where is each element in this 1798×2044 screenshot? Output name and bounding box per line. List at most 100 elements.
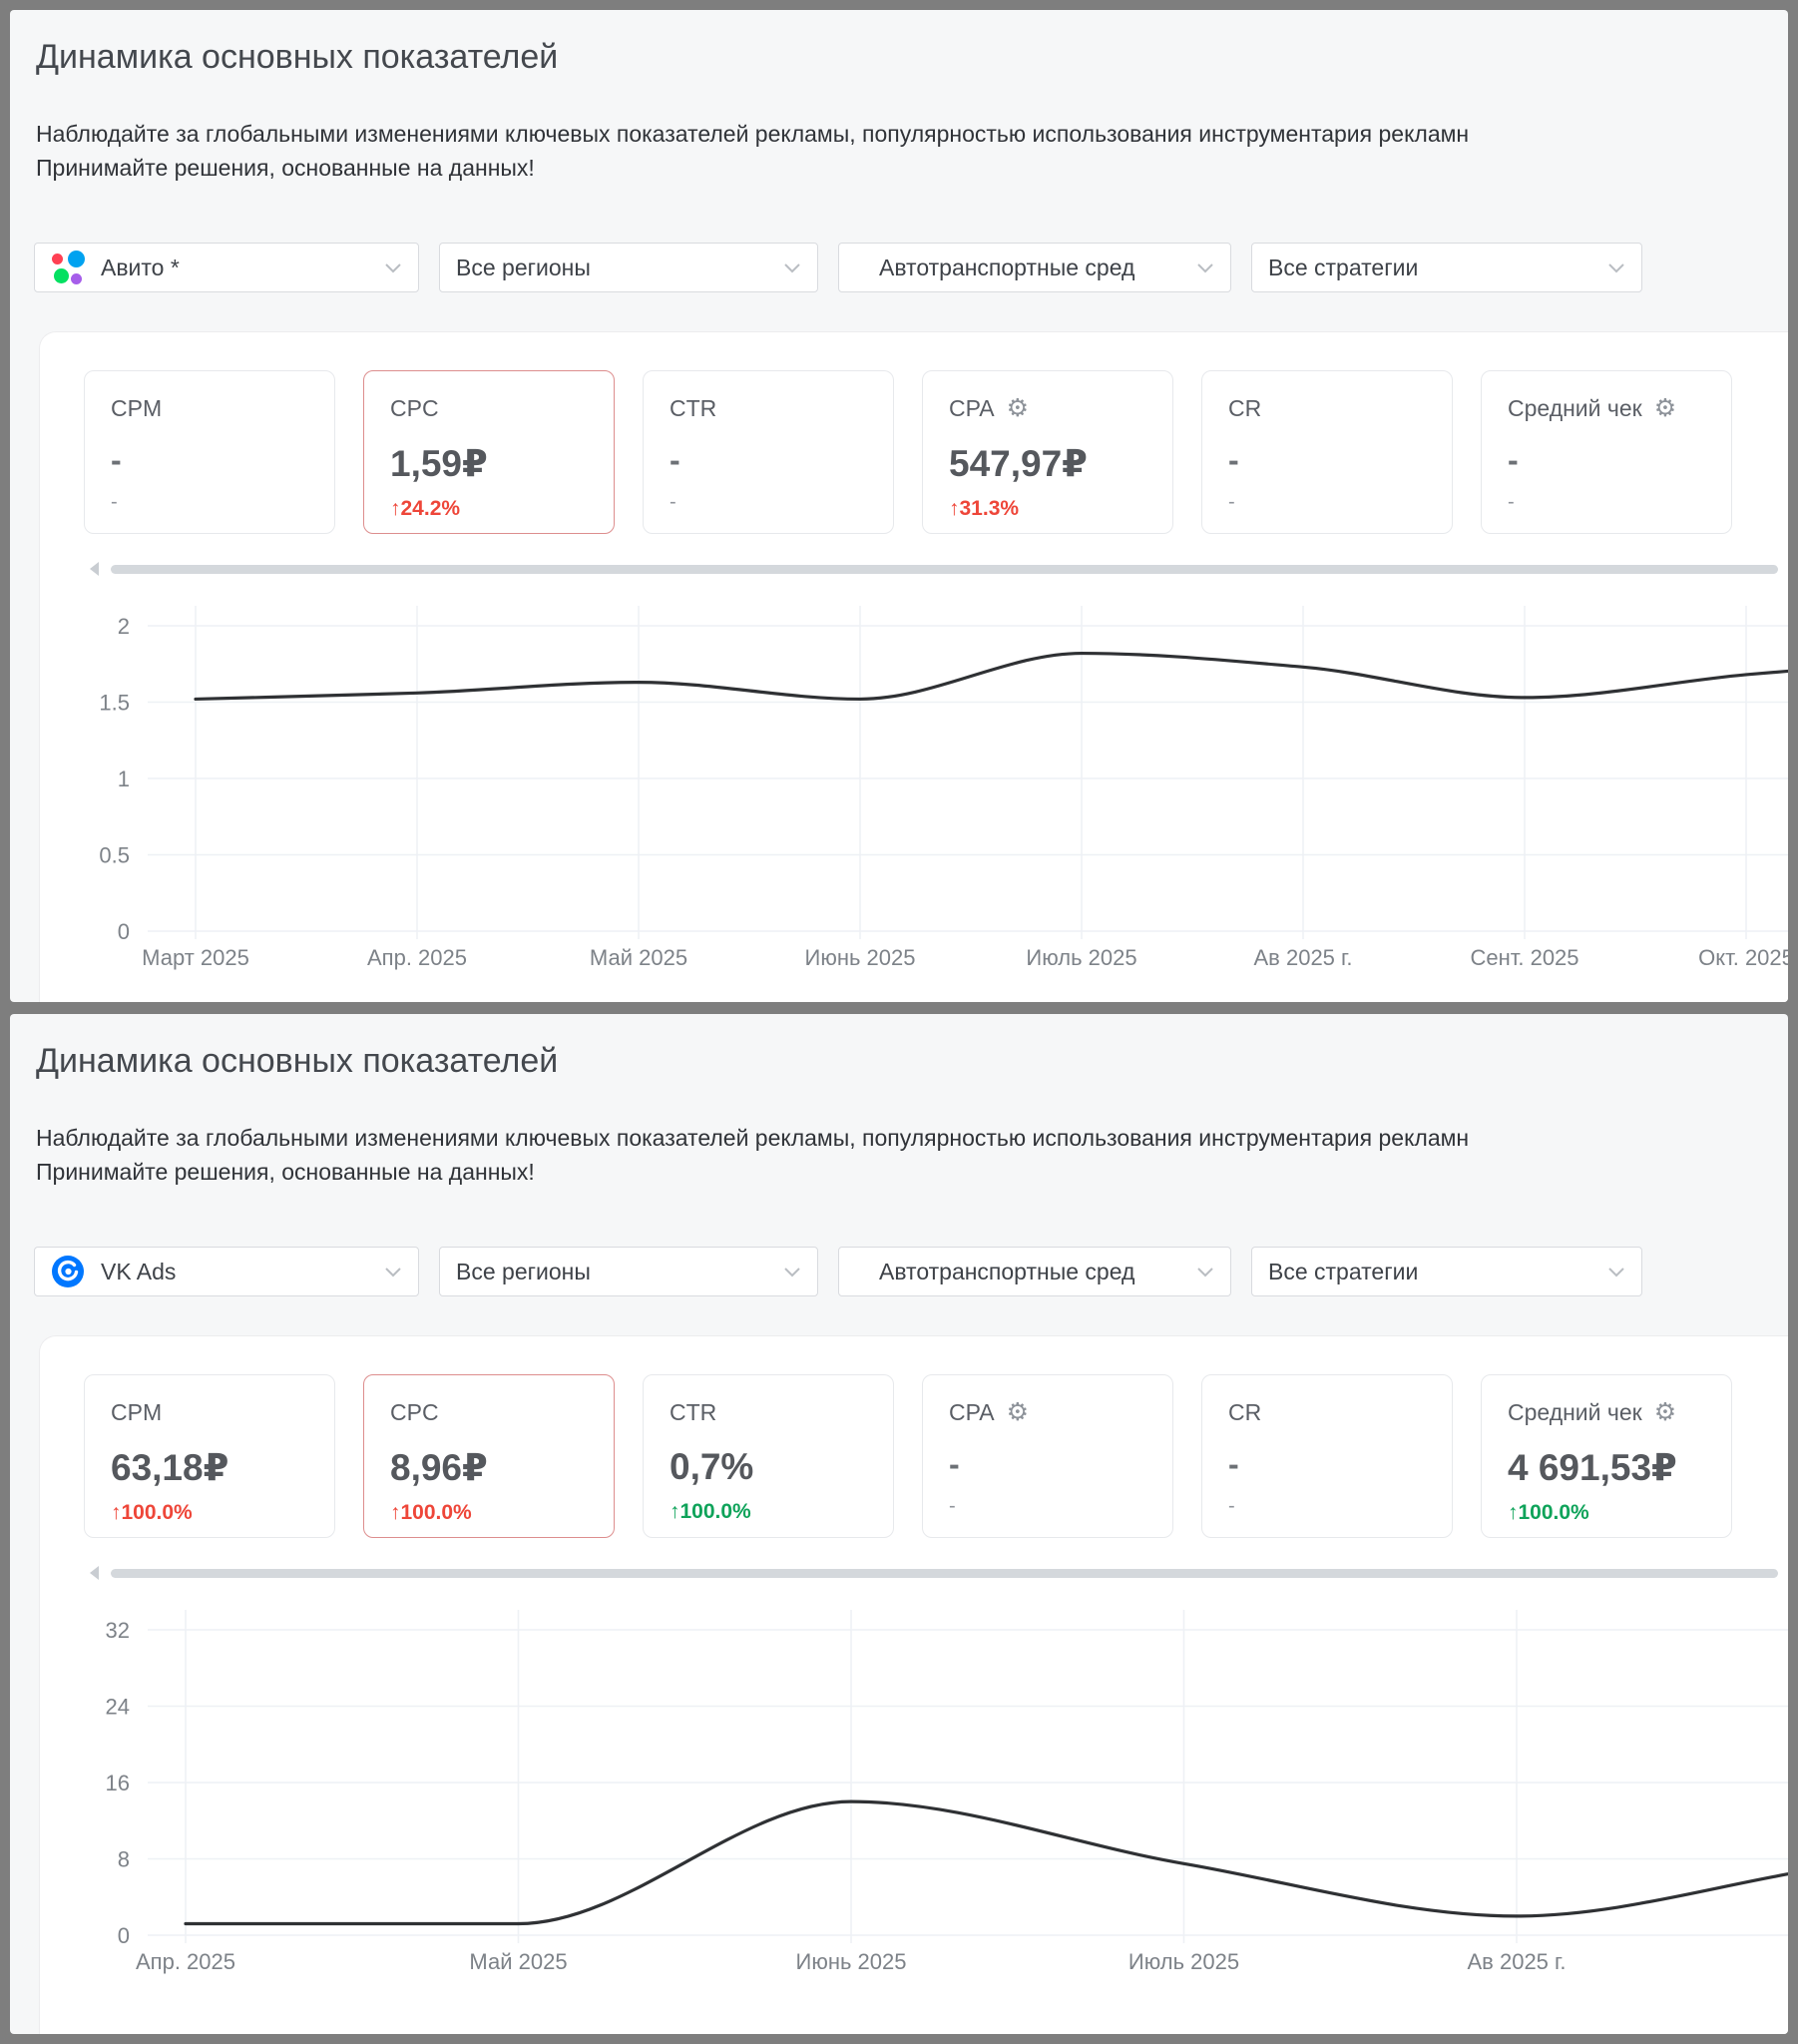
metric-card-header: Средний чек ⚙ bbox=[1508, 1399, 1731, 1426]
metric-label: Средний чек bbox=[1508, 1399, 1642, 1425]
gear-icon[interactable]: ⚙ bbox=[1006, 1398, 1030, 1426]
metric-card-cr[interactable]: CR - - bbox=[1201, 1374, 1453, 1538]
metric-value: 1,59₽ bbox=[390, 443, 488, 484]
metrics-chart-card: CPM 63,18₽ ↑100.0% CPC 8,96₽ ↑100.0% CTR 0,7% ↑1… bbox=[40, 1336, 1788, 2034]
metric-card-cpc[interactable]: CPC 1,59₽ ↑24.2% bbox=[363, 370, 615, 534]
x-axis-tick-label: Июнь 2025 bbox=[796, 1949, 907, 1974]
scroll-left-arrow-icon[interactable] bbox=[90, 1566, 99, 1580]
filter-bar: VK Ads Все регионы Автотранспортные сред… bbox=[28, 1247, 1788, 1296]
chevron-down-icon bbox=[385, 262, 401, 272]
x-axis-tick-label: Июнь 2025 bbox=[805, 945, 916, 970]
metric-change: - bbox=[111, 491, 118, 513]
metric-value: - bbox=[1228, 442, 1239, 478]
metric-card-cpm[interactable]: CPM 63,18₽ ↑100.0% bbox=[84, 1374, 335, 1538]
metric-card-cpa[interactable]: CPA ⚙ 547,97₽ ↑31.3% bbox=[922, 370, 1173, 534]
y-axis-tick-label: 0 bbox=[118, 919, 130, 944]
chevron-down-icon bbox=[385, 1267, 401, 1277]
metric-value: - bbox=[949, 1446, 960, 1482]
metric-card-header: CPA ⚙ bbox=[949, 395, 1172, 422]
metric-change: - bbox=[949, 1495, 956, 1517]
cpc-trend-chart: 0 8 16 24 32 Апр. 2025 Май 2025 Июнь 2025 Июль 2… bbox=[106, 1610, 1788, 1974]
subtitle-line-1: Наблюдайте за глобальными изменениями кл… bbox=[36, 121, 1470, 147]
metric-label: CR bbox=[1228, 395, 1262, 421]
x-axis-tick-label: Май 2025 bbox=[469, 1949, 567, 1974]
x-axis-tick-label: Апр. 2025 bbox=[136, 1949, 235, 1974]
metric-card-header: CR bbox=[1228, 1399, 1452, 1426]
metric-card-header: Средний чек ⚙ bbox=[1508, 395, 1731, 422]
gear-icon[interactable]: ⚙ bbox=[1006, 394, 1030, 422]
metric-card-header: CTR bbox=[670, 395, 893, 422]
page-title: Динамика основных показателей bbox=[36, 38, 559, 76]
metric-value: 8,96₽ bbox=[390, 1447, 488, 1488]
metric-card-cpa[interactable]: CPA ⚙ - - bbox=[922, 1374, 1173, 1538]
metric-card-cr[interactable]: CR - - bbox=[1201, 370, 1453, 534]
x-axis-tick-label: Апр. 2025 bbox=[367, 945, 467, 970]
metric-card-ctr[interactable]: CTR - - bbox=[643, 370, 894, 534]
metric-value: - bbox=[1508, 442, 1519, 478]
category-select-value: Автотранспортные сред bbox=[879, 1258, 1135, 1284]
page-subtitle: Наблюдайте за глобальными изменениями кл… bbox=[36, 117, 1788, 185]
category-select-value: Автотранспортные сред bbox=[879, 254, 1135, 280]
y-axis-tick-label: 1.5 bbox=[99, 691, 130, 716]
page-subtitle: Наблюдайте за глобальными изменениями кл… bbox=[36, 1121, 1788, 1189]
x-axis-tick-label: Сент. 2025 bbox=[1470, 945, 1578, 970]
strategy-select[interactable]: Все стратегии bbox=[1251, 243, 1642, 292]
metric-change: ↑100.0% bbox=[390, 1501, 472, 1524]
subtitle-line-2: Принимайте решения, основанные на данных… bbox=[36, 1159, 535, 1185]
metric-change: ↑100.0% bbox=[670, 1500, 751, 1523]
category-select[interactable]: Автотранспортные сред bbox=[838, 1247, 1231, 1296]
gear-icon[interactable]: ⚙ bbox=[1653, 1398, 1677, 1426]
metric-change: ↑100.0% bbox=[111, 1501, 193, 1524]
metric-card-средний-чек[interactable]: Средний чек ⚙ - - bbox=[1481, 370, 1732, 534]
region-select-value: Все регионы bbox=[456, 1258, 591, 1284]
trend-line bbox=[194, 651, 1788, 702]
metric-card-cpm[interactable]: CPM - - bbox=[84, 370, 335, 534]
platform-select[interactable]: Авито * bbox=[34, 243, 419, 292]
x-axis-tick-label: Ав 2025 г. bbox=[1254, 945, 1353, 970]
y-axis-tick-label: 24 bbox=[106, 1695, 130, 1720]
y-axis-tick-label: 32 bbox=[106, 1618, 130, 1643]
metric-card-средний-чек[interactable]: Средний чек ⚙ 4 691,53₽ ↑100.0% bbox=[1481, 1374, 1732, 1538]
scroll-left-arrow-icon[interactable] bbox=[90, 562, 99, 576]
trend-line bbox=[184, 1799, 1788, 1926]
y-axis-tick-label: 2 bbox=[118, 614, 130, 639]
y-axis-tick-label: 16 bbox=[106, 1771, 130, 1795]
chevron-down-icon bbox=[1197, 262, 1213, 272]
metric-value: - bbox=[1228, 1446, 1239, 1482]
metric-card-header: CPC bbox=[390, 395, 614, 422]
filter-bar: Авито * Все регионы Автотранспортные сре… bbox=[28, 243, 1788, 292]
category-select[interactable]: Автотранспортные сред bbox=[838, 243, 1231, 292]
metric-change: ↑100.0% bbox=[1508, 1501, 1589, 1524]
scrollbar-thumb[interactable] bbox=[111, 564, 1778, 574]
metric-card-ctr[interactable]: CTR 0,7% ↑100.0% bbox=[643, 1374, 894, 1538]
metric-label: Средний чек bbox=[1508, 395, 1642, 421]
metric-change: - bbox=[670, 491, 676, 513]
x-axis-tick-label: Июль 2025 bbox=[1026, 945, 1136, 970]
chevron-down-icon bbox=[1197, 1267, 1213, 1277]
x-axis-tick-label: Март 2025 bbox=[142, 945, 249, 970]
metric-label: CPM bbox=[111, 1399, 163, 1425]
chevron-down-icon bbox=[784, 262, 800, 272]
metric-change: - bbox=[1228, 491, 1235, 513]
region-select[interactable]: Все регионы bbox=[439, 1247, 818, 1296]
metric-value: 0,7% bbox=[670, 1446, 754, 1487]
region-select[interactable]: Все регионы bbox=[439, 243, 818, 292]
metric-value: 547,97₽ bbox=[949, 443, 1088, 484]
chevron-down-icon bbox=[1608, 1267, 1624, 1277]
subtitle-line-2: Принимайте решения, основанные на данных… bbox=[36, 155, 535, 181]
metric-card-header: CTR bbox=[670, 1399, 893, 1426]
dashboard-panel-avito: Динамика основных показателей Наблюдайте… bbox=[10, 10, 1788, 1002]
scrollbar-thumb[interactable] bbox=[111, 1568, 1778, 1578]
metric-label: CPC bbox=[390, 395, 439, 421]
strategy-select[interactable]: Все стратегии bbox=[1251, 1247, 1642, 1296]
gear-icon[interactable]: ⚙ bbox=[1653, 394, 1677, 422]
metric-card-header: CPM bbox=[111, 395, 334, 422]
metric-card-header: CPC bbox=[390, 1399, 614, 1426]
metric-card-cpc[interactable]: CPC 8,96₽ ↑100.0% bbox=[363, 1374, 615, 1538]
x-axis-tick-label: Ав 2025 г. bbox=[1468, 1949, 1567, 1974]
metric-label: CTR bbox=[670, 1399, 717, 1425]
metric-value: 4 691,53₽ bbox=[1508, 1447, 1677, 1488]
chevron-down-icon bbox=[784, 1267, 800, 1277]
platform-select[interactable]: VK Ads bbox=[34, 1247, 419, 1296]
metric-card-header: CR bbox=[1228, 395, 1452, 422]
